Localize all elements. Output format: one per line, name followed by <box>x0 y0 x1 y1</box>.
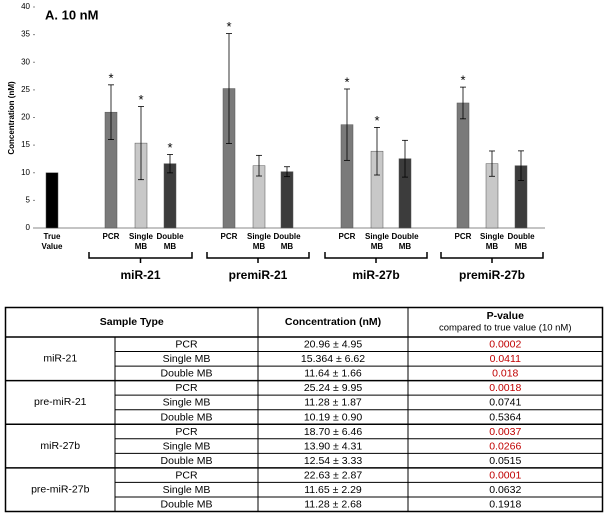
group-label: miR-21 <box>120 268 160 282</box>
group-label: premiR-27b <box>459 268 525 282</box>
p-value: 0.0002 <box>489 339 521 351</box>
group-name: miR-27b <box>40 440 80 452</box>
group-label: miR-27b <box>352 268 399 282</box>
concentration: 20.96 ± 4.95 <box>304 339 362 351</box>
y-tick-label: 35 <box>21 30 30 39</box>
x-tick-label: PCR <box>221 232 238 241</box>
x-tick-label: Single MB <box>247 232 272 251</box>
p-value: 0.0266 <box>489 440 521 452</box>
p-value: 0.0001 <box>489 469 521 481</box>
x-tick-label: Double MB <box>156 232 184 251</box>
bar <box>280 171 294 229</box>
sample-type: PCR <box>175 382 198 394</box>
group-name: pre-miR-21 <box>34 396 87 408</box>
y-tick-label: 15 <box>21 140 30 149</box>
significance-star: * <box>344 74 349 89</box>
table-header: Sample Type <box>100 316 164 328</box>
concentration: 25.24 ± 9.95 <box>304 382 362 394</box>
y-tick-label: 25 <box>21 85 30 94</box>
group-name: pre-miR-27b <box>31 483 90 495</box>
sample-type: Double MB <box>161 368 213 380</box>
sample-type: PCR <box>175 469 198 481</box>
sample-type: Double MB <box>161 455 213 467</box>
group-name: miR-21 <box>43 353 77 365</box>
significance-star: * <box>460 73 465 88</box>
x-tick-label: Double MB <box>507 232 535 251</box>
sample-type: PCR <box>175 426 198 438</box>
group-bracket <box>324 252 428 263</box>
group-bracket <box>206 252 310 263</box>
x-tick-label: True Value <box>42 232 63 251</box>
sample-type: Single MB <box>163 397 211 409</box>
sample-type: PCR <box>175 339 198 351</box>
x-tick-label: Double MB <box>391 232 419 251</box>
y-tick-label: 5 <box>26 195 31 204</box>
y-tick-label: 40 <box>21 2 30 11</box>
p-value: 0.1918 <box>489 499 521 511</box>
x-tick-label: Single MB <box>480 232 505 251</box>
p-value: 0.0018 <box>489 382 521 394</box>
concentration: 15.364 ± 6.62 <box>301 353 365 365</box>
concentration: 11.65 ± 2.29 <box>304 484 362 496</box>
y-tick-label: 20 <box>21 113 30 122</box>
sample-type: Double MB <box>161 411 213 423</box>
concentration: 11.64 ± 1.66 <box>304 368 362 380</box>
x-tick-label: PCR <box>339 232 356 241</box>
x-tick-label: PCR <box>455 232 472 241</box>
concentration: 18.70 ± 6.46 <box>304 426 362 438</box>
chart-title: A. 10 nM <box>45 7 98 22</box>
y-tick-label: 10 <box>21 168 30 177</box>
sample-type: Double MB <box>161 499 213 511</box>
y-tick-label: 0 <box>26 223 31 232</box>
significance-star: * <box>374 113 379 128</box>
bar <box>456 102 470 229</box>
sample-type: Single MB <box>163 484 211 496</box>
concentration: 11.28 ± 1.87 <box>304 397 362 409</box>
p-value: 0.0515 <box>489 455 521 467</box>
x-tick-label: PCR <box>103 232 120 241</box>
bar <box>45 172 59 229</box>
group-label: premiR-21 <box>229 268 288 282</box>
concentration: 11.28 ± 2.68 <box>304 499 362 511</box>
concentration: 10.19 ± 0.90 <box>304 411 362 423</box>
p-value: 0.0632 <box>489 484 521 496</box>
sample-type: Single MB <box>163 353 211 365</box>
group-bracket <box>440 252 544 263</box>
p-value: 0.0037 <box>489 426 521 438</box>
significance-star: * <box>138 92 143 107</box>
significance-star: * <box>226 19 231 34</box>
significance-star: * <box>167 140 172 155</box>
concentration: 13.90 ± 4.31 <box>304 440 362 452</box>
y-tick-label: 30 <box>21 57 30 66</box>
concentration: 22.63 ± 2.87 <box>304 469 362 481</box>
table-header: Concentration (nM) <box>285 316 381 328</box>
p-value: 0.0741 <box>489 397 521 409</box>
bar <box>163 163 177 229</box>
y-axis-label: Concentration (nM) <box>7 81 16 155</box>
x-tick-label: Single MB <box>129 232 154 251</box>
p-value: 0.0411 <box>490 353 521 365</box>
concentration: 12.54 ± 3.33 <box>304 455 362 467</box>
group-bracket <box>88 252 193 263</box>
x-tick-label: Single MB <box>365 232 390 251</box>
x-tick-label: Double MB <box>273 232 301 251</box>
p-value: 0.018 <box>492 368 518 380</box>
p-value: 0.5364 <box>489 411 521 423</box>
table-subheader: compared to true value (10 nM) <box>439 323 572 334</box>
table-header: P-value <box>487 310 525 322</box>
significance-star: * <box>108 70 113 85</box>
sample-type: Single MB <box>163 440 211 452</box>
